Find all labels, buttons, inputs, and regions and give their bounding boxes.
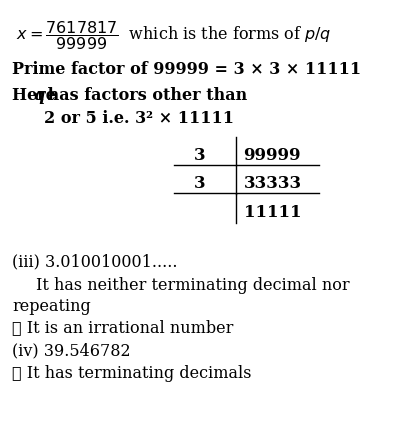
Text: 2 or 5 i.e. 3² × 11111: 2 or 5 i.e. 3² × 11111 [44,110,234,127]
Text: Prime factor of 99999 = 3 × 3 × 11111: Prime factor of 99999 = 3 × 3 × 11111 [12,61,361,78]
Text: It has neither terminating decimal nor: It has neither terminating decimal nor [36,277,349,294]
Text: 11111: 11111 [244,204,301,221]
Text: 3: 3 [194,147,206,164]
Text: ∴ It is an irrational number: ∴ It is an irrational number [12,319,233,336]
Text: 33333: 33333 [244,176,302,192]
Text: has factors other than: has factors other than [42,87,247,104]
Text: Here: Here [12,87,61,104]
Text: ∴ It has terminating decimals: ∴ It has terminating decimals [12,365,251,382]
Text: repeating: repeating [12,298,91,315]
Text: (iv) 39.546782: (iv) 39.546782 [12,343,131,360]
Text: 99999: 99999 [244,147,301,164]
Text: q: q [34,87,45,104]
Text: (iii) 3.010010001.....: (iii) 3.010010001..... [12,254,177,271]
Text: $x = \dfrac{7617817}{99999}$  which is the forms of $\mathit{p/q}$: $x = \dfrac{7617817}{99999}$ which is th… [16,19,331,52]
Text: 3: 3 [194,176,206,192]
